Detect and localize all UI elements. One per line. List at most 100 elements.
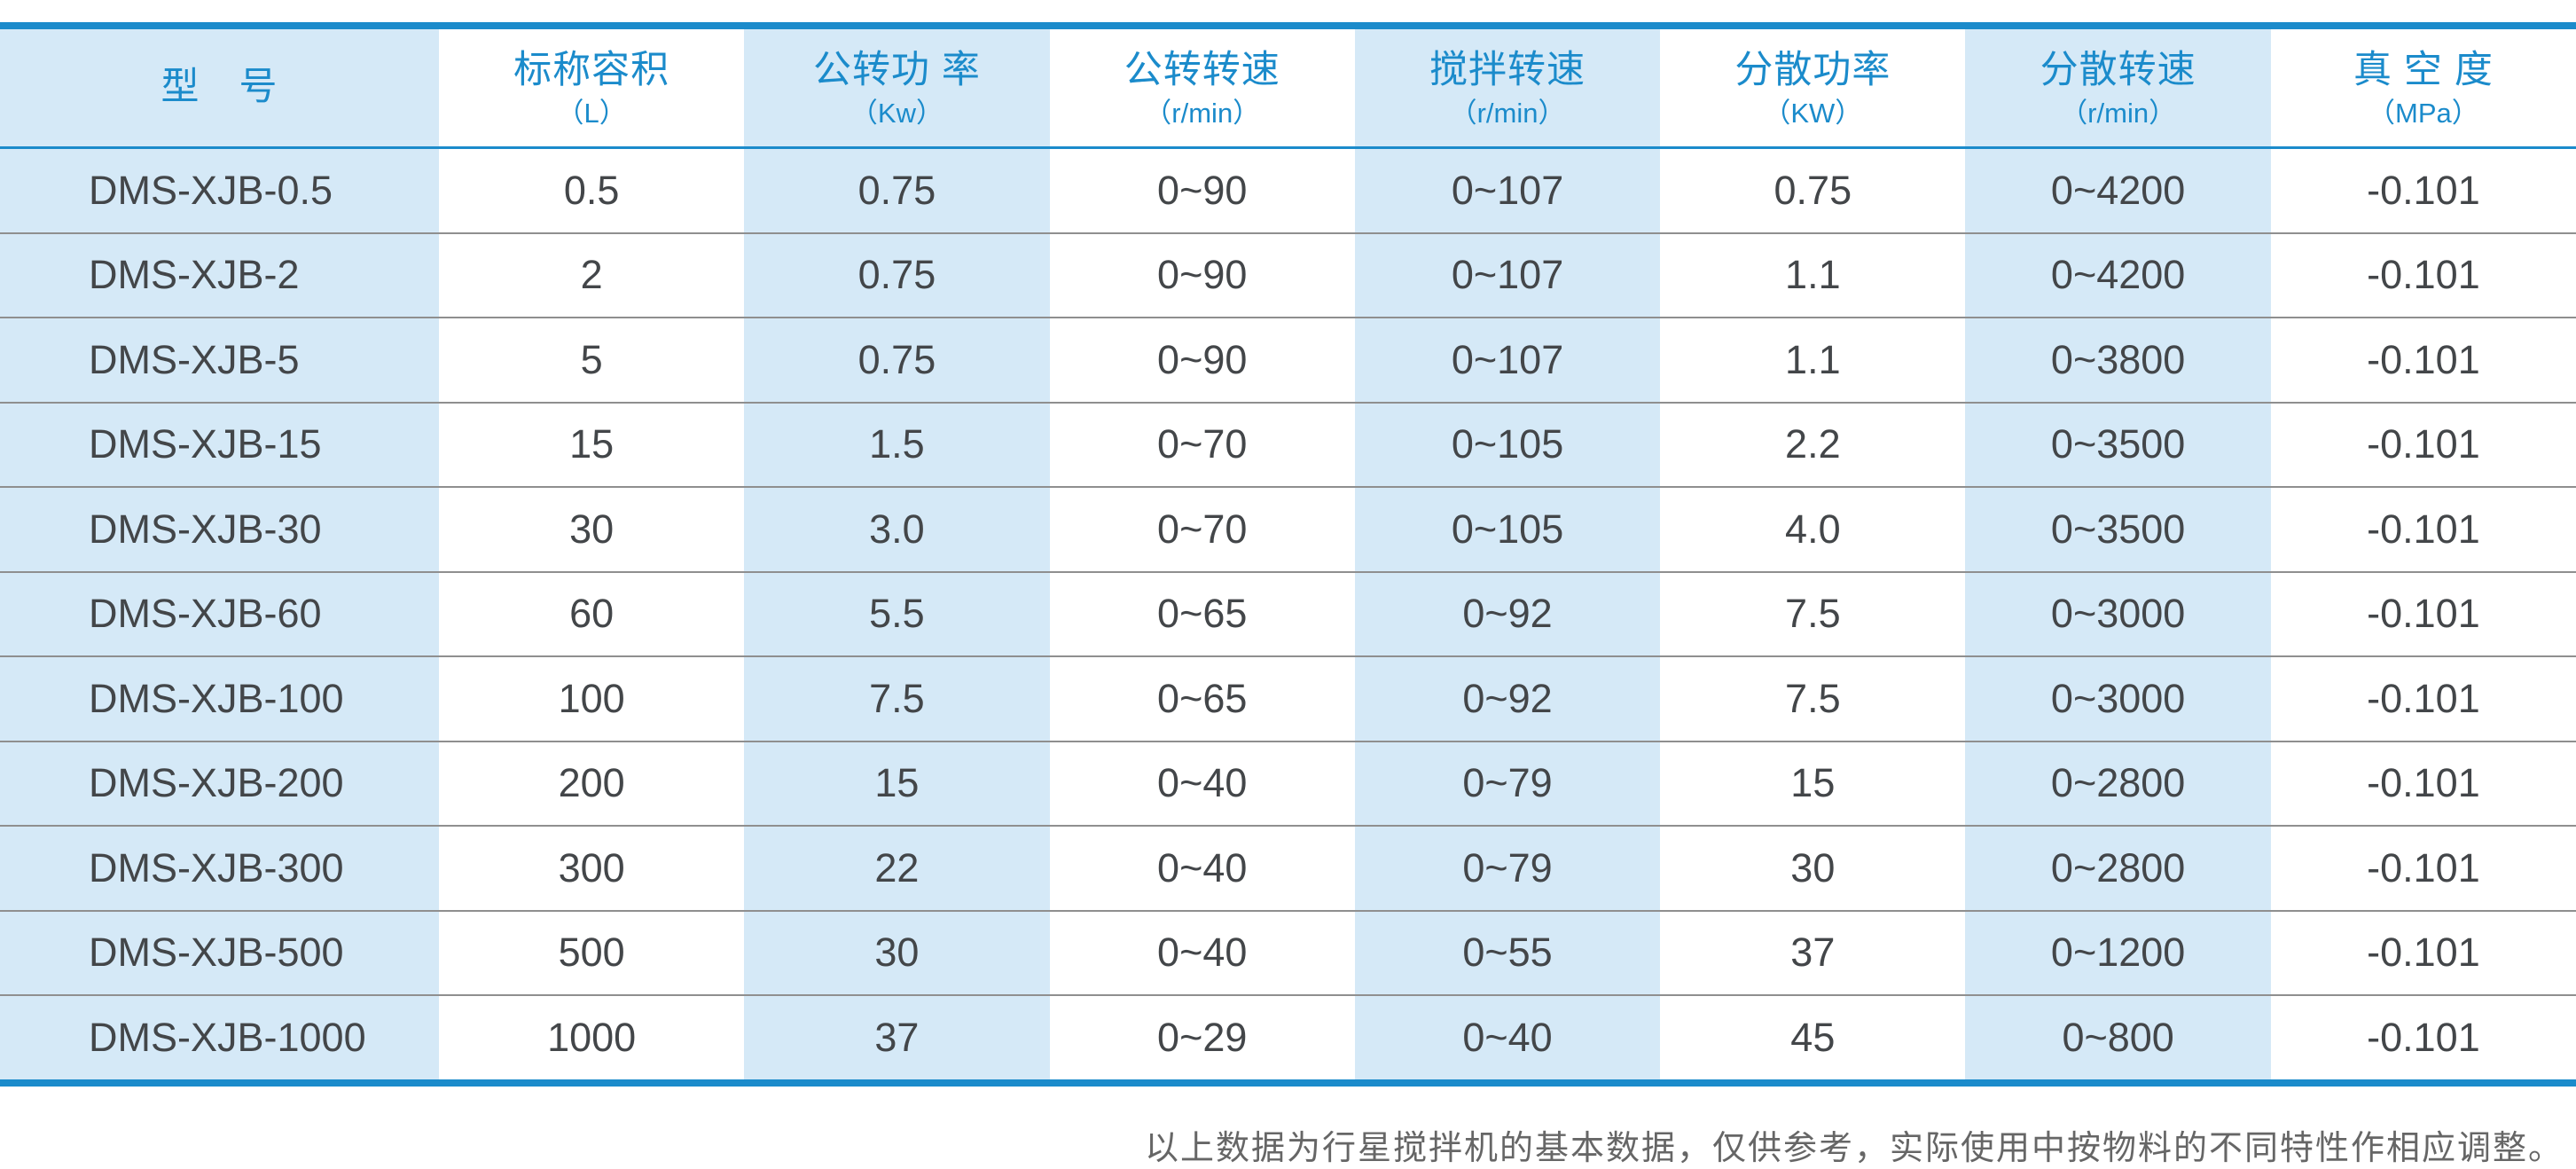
value-cell: 0~40 bbox=[1049, 740, 1355, 826]
spec-table: 型 号 标称容积 （L） 公转功 率 （Kw） 公转转速 （r/min） 搅拌转… bbox=[0, 22, 2576, 1087]
value-cell: 0.75 bbox=[744, 317, 1050, 403]
col-header-unit: （MPa） bbox=[2368, 98, 2479, 129]
value-cell: 5 bbox=[439, 317, 745, 403]
value-cell: 0~55 bbox=[1354, 909, 1661, 995]
model-cell: DMS-XJB-0.5 bbox=[0, 147, 439, 233]
value-cell: 1.1 bbox=[1660, 231, 1966, 318]
col-header-revolution-power: 公转功 率 （Kw） bbox=[744, 26, 1050, 149]
value-cell: 0.5 bbox=[439, 147, 745, 233]
value-cell: 60 bbox=[439, 570, 745, 656]
value-cell: 0~70 bbox=[1049, 401, 1355, 487]
model-cell: DMS-XJB-1000 bbox=[0, 994, 439, 1083]
value-cell: 0~40 bbox=[1049, 825, 1355, 911]
value-cell: 0~4200 bbox=[1965, 147, 2271, 233]
value-cell: 30 bbox=[1660, 825, 1966, 911]
col-header-unit: （r/min） bbox=[1144, 98, 1261, 129]
value-cell: 0.75 bbox=[1660, 147, 1966, 233]
model-cell: DMS-XJB-60 bbox=[0, 570, 439, 656]
table-row: DMS-XJB-1000 1000 37 0~29 0~40 45 0~800 -0.101 bbox=[0, 994, 2576, 1083]
value-cell: 0~2800 bbox=[1965, 740, 2271, 826]
value-cell: 0~90 bbox=[1049, 147, 1355, 233]
col-header-dispersion-speed: 分散转速 （r/min） bbox=[1965, 26, 2271, 149]
value-cell: 0~105 bbox=[1354, 401, 1661, 487]
col-header-title: 分散功率 bbox=[1734, 48, 1891, 91]
value-cell: 200 bbox=[439, 740, 745, 826]
value-cell: 2 bbox=[439, 231, 745, 318]
col-header-title: 搅拌转速 bbox=[1429, 48, 1586, 91]
col-header-unit: （Kw） bbox=[850, 98, 943, 129]
value-cell: 7.5 bbox=[744, 655, 1050, 741]
col-header-vacuum-degree: 真 空 度 （MPa） bbox=[2270, 26, 2576, 149]
value-cell: 15 bbox=[744, 740, 1050, 826]
value-cell: 7.5 bbox=[1660, 570, 1966, 656]
value-cell: 3.0 bbox=[744, 486, 1050, 572]
value-cell: -0.101 bbox=[2270, 740, 2576, 826]
value-cell: 5.5 bbox=[744, 570, 1050, 656]
value-cell: 0~92 bbox=[1354, 655, 1661, 741]
value-cell: -0.101 bbox=[2270, 655, 2576, 741]
col-header-stirring-speed: 搅拌转速 （r/min） bbox=[1354, 26, 1661, 149]
col-header-title: 型 号 bbox=[161, 66, 278, 109]
value-cell: -0.101 bbox=[2270, 994, 2576, 1083]
value-cell: 0~70 bbox=[1049, 486, 1355, 572]
value-cell: 15 bbox=[439, 401, 745, 487]
value-cell: 15 bbox=[1660, 740, 1966, 826]
value-cell: 0~40 bbox=[1354, 994, 1661, 1083]
value-cell: -0.101 bbox=[2270, 147, 2576, 233]
value-cell: 500 bbox=[439, 909, 745, 995]
value-cell: 0.75 bbox=[744, 147, 1050, 233]
table-row: DMS-XJB-500 500 30 0~40 0~55 37 0~1200 -0.101 bbox=[0, 909, 2576, 995]
value-cell: 1.5 bbox=[744, 401, 1050, 487]
value-cell: 22 bbox=[744, 825, 1050, 911]
model-cell: DMS-XJB-2 bbox=[0, 231, 439, 318]
value-cell: -0.101 bbox=[2270, 317, 2576, 403]
col-header-title: 真 空 度 bbox=[2353, 48, 2494, 91]
value-cell: 0~2800 bbox=[1965, 825, 2271, 911]
model-cell: DMS-XJB-300 bbox=[0, 825, 439, 911]
value-cell: 45 bbox=[1660, 994, 1966, 1083]
col-header-revolution-speed: 公转转速 （r/min） bbox=[1049, 26, 1355, 149]
value-cell: 0~65 bbox=[1049, 570, 1355, 656]
value-cell: 37 bbox=[1660, 909, 1966, 995]
value-cell: 0~4200 bbox=[1965, 231, 2271, 318]
col-header-dispersion-power: 分散功率 （KW） bbox=[1660, 26, 1966, 149]
value-cell: 300 bbox=[439, 825, 745, 911]
value-cell: -0.101 bbox=[2270, 486, 2576, 572]
value-cell: 0~107 bbox=[1354, 317, 1661, 403]
col-header-unit: （r/min） bbox=[2060, 98, 2177, 129]
value-cell: 0~79 bbox=[1354, 825, 1661, 911]
table-row: DMS-XJB-30 30 3.0 0~70 0~105 4.0 0~3500 -0.101 bbox=[0, 486, 2576, 572]
value-cell: 7.5 bbox=[1660, 655, 1966, 741]
col-header-unit: （L） bbox=[556, 98, 627, 129]
footnote: 以上数据为行星搅拌机的基本数据，仅供参考，实际使用中按物料的不同特性作相应调整。 bbox=[1144, 1129, 2564, 1167]
value-cell: 37 bbox=[744, 994, 1050, 1083]
value-cell: 1000 bbox=[439, 994, 745, 1083]
value-cell: 0~3000 bbox=[1965, 570, 2271, 656]
table-row: DMS-XJB-5 5 0.75 0~90 0~107 1.1 0~3800 -0.101 bbox=[0, 317, 2576, 403]
header-row: 型 号 标称容积 （L） 公转功 率 （Kw） 公转转速 （r/min） 搅拌转… bbox=[0, 26, 2576, 149]
model-cell: DMS-XJB-500 bbox=[0, 909, 439, 995]
value-cell: -0.101 bbox=[2270, 909, 2576, 995]
value-cell: 0~800 bbox=[1965, 994, 2271, 1083]
value-cell: 0~92 bbox=[1354, 570, 1661, 656]
value-cell: 0~3500 bbox=[1965, 486, 2271, 572]
value-cell: 0~65 bbox=[1049, 655, 1355, 741]
value-cell: 0~105 bbox=[1354, 486, 1661, 572]
value-cell: 0~29 bbox=[1049, 994, 1355, 1083]
table-row: DMS-XJB-0.5 0.5 0.75 0~90 0~107 0.75 0~4200 -0.… bbox=[0, 147, 2576, 233]
value-cell: 0~90 bbox=[1049, 231, 1355, 318]
col-header-title: 公转转速 bbox=[1124, 48, 1280, 91]
value-cell: 0~107 bbox=[1354, 147, 1661, 233]
col-header-unit: （KW） bbox=[1763, 98, 1863, 129]
value-cell: -0.101 bbox=[2270, 401, 2576, 487]
value-cell: 0~3800 bbox=[1965, 317, 2271, 403]
value-cell: 0.75 bbox=[744, 231, 1050, 318]
value-cell: 100 bbox=[439, 655, 745, 741]
value-cell: 0~40 bbox=[1049, 909, 1355, 995]
col-header-title: 公转功 率 bbox=[812, 48, 981, 91]
col-header-title: 分散转速 bbox=[2040, 48, 2196, 91]
col-header-model: 型 号 bbox=[0, 26, 439, 149]
table-row: DMS-XJB-15 15 1.5 0~70 0~105 2.2 0~3500 -0.101 bbox=[0, 401, 2576, 487]
spec-table-body: DMS-XJB-0.5 0.5 0.75 0~90 0~107 0.75 0~4200 -0.… bbox=[0, 147, 2576, 1083]
